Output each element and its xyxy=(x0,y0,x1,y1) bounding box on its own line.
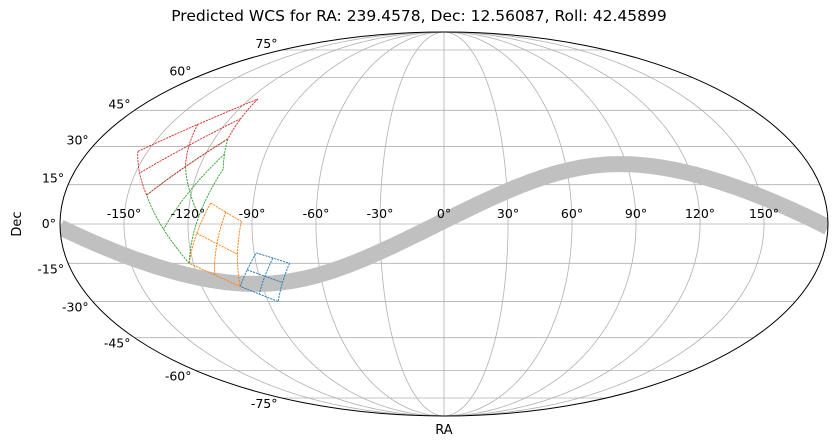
galactic-plane xyxy=(60,156,828,292)
dec-tick-label: 45° xyxy=(108,96,130,111)
field-edge xyxy=(256,252,290,264)
ra-tick-label: 120° xyxy=(685,206,715,221)
ra-tick-label: -30° xyxy=(367,206,394,221)
field-edge xyxy=(210,202,242,222)
field-divider xyxy=(139,118,242,174)
field-edge xyxy=(222,138,229,170)
ra-tick-label: -120° xyxy=(171,206,206,221)
dec-tick-label: 75° xyxy=(255,36,277,51)
field-edge xyxy=(237,221,242,287)
x-axis-label: RA xyxy=(435,423,453,438)
field-divider xyxy=(184,124,199,167)
dec-tick-label: -60° xyxy=(165,368,192,383)
chart-title: Predicted WCS for RA: 239.4578, Dec: 12.… xyxy=(171,7,667,25)
dec-tick-label: 15° xyxy=(42,171,64,186)
dec-tick-labels: 75° 60° 45° 30° 15° 0° -15° -30° -45° -60° -75° xyxy=(37,36,277,411)
ra-tick-label: -150° xyxy=(107,206,142,221)
fields xyxy=(137,98,290,303)
ra-tick-label: 60° xyxy=(561,206,583,221)
dec-tick-label: -30° xyxy=(62,300,89,315)
ra-tick-label: 0° xyxy=(437,206,451,221)
field-divider xyxy=(184,166,200,217)
field-divider xyxy=(247,269,283,284)
ra-tick-label: 150° xyxy=(749,206,779,221)
ra-tick-label: 90° xyxy=(625,206,647,221)
dec-tick-label: -15° xyxy=(37,261,64,276)
grid xyxy=(60,32,828,416)
galactic-plane-band xyxy=(60,156,828,292)
dec-tick-label: 60° xyxy=(169,64,191,79)
field-edge xyxy=(137,98,258,152)
y-axis-label: Dec xyxy=(10,211,25,236)
field-edge xyxy=(137,151,148,196)
dec-tick-label: 30° xyxy=(67,132,89,147)
map-boundary xyxy=(59,31,829,417)
ra-tick-label: -90° xyxy=(239,206,266,221)
field-edge xyxy=(146,138,229,196)
field-edge xyxy=(146,194,190,264)
dec-tick-label: -45° xyxy=(104,336,131,351)
dec-tick-label: 0° xyxy=(42,216,56,231)
ra-tick-label: 30° xyxy=(497,206,519,221)
ra-tick-label: -60° xyxy=(303,206,330,221)
dec-tick-label: -75° xyxy=(251,396,278,411)
field-divider xyxy=(196,232,238,255)
ra-tick-labels: -150° -120° -90° -60° -30° 0° 30° 60° 90° 120° 150… xyxy=(107,206,779,221)
field-edge xyxy=(146,138,229,196)
